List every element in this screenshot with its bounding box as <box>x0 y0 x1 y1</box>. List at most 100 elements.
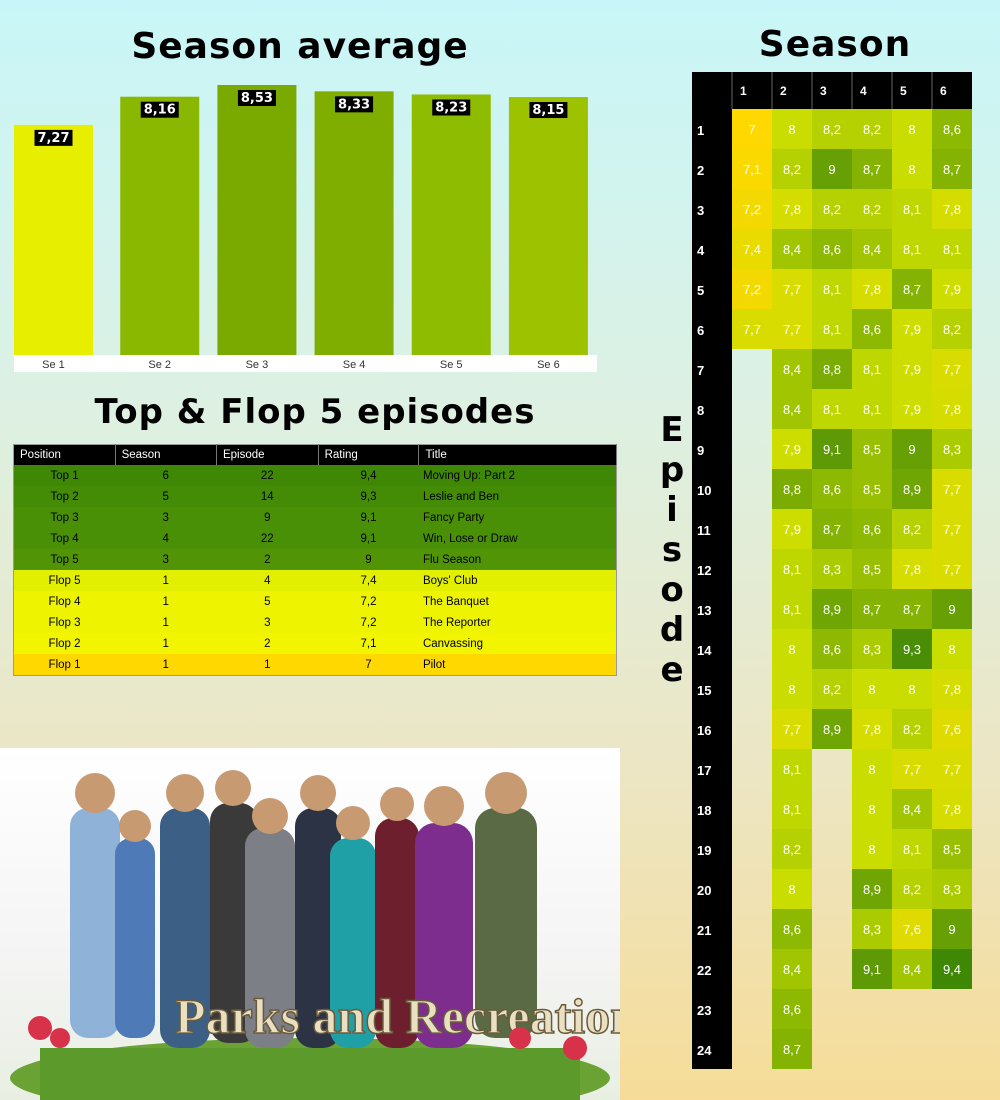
heatmap-cell-label: 8,6 <box>863 522 881 537</box>
heatmap-cell-label: 9,1 <box>823 442 841 457</box>
heatmap-cell <box>772 989 812 1029</box>
bar-value-label: 8,23 <box>435 100 467 115</box>
heatmap-cell <box>772 1029 812 1069</box>
episode-label: 23 <box>697 1003 711 1018</box>
heatmap-cell-label: 8,9 <box>903 482 921 497</box>
heatmap-cell <box>852 349 892 389</box>
cell-position: Top 5 <box>50 553 79 566</box>
heatmap-cell <box>812 709 852 749</box>
heatmap-cell <box>772 389 812 429</box>
heatmap-cell-label: 8,2 <box>823 202 841 217</box>
heatmap-cell-label: 8,6 <box>943 122 961 137</box>
heatmap-cell <box>892 869 932 909</box>
heatmap-cell <box>932 149 972 189</box>
cell-title: Win, Lose or Draw <box>422 532 518 545</box>
cell-position: Flop 1 <box>48 658 81 671</box>
heatmap-cell-label: 7,8 <box>903 562 921 577</box>
heatmap-cell <box>772 589 812 629</box>
heatmap-cell <box>732 189 772 229</box>
bar-label-background <box>34 129 73 146</box>
heatmap-cell-label: 8 <box>868 842 875 857</box>
heatmap-cell-label: 9 <box>948 602 955 617</box>
heatmap-cell <box>892 789 932 829</box>
season-header: 4 <box>860 84 867 98</box>
bar <box>14 124 93 355</box>
cell-position: Top 3 <box>50 511 79 524</box>
heatmap-cell-label: 7,2 <box>743 282 761 297</box>
x-tick-label: Se 4 <box>343 359 366 371</box>
cell-position: Top 4 <box>50 532 79 545</box>
heatmap-cell-label: 8,2 <box>783 842 801 857</box>
heatmap-cell <box>892 909 932 949</box>
episode-axis-letter: i <box>666 490 678 530</box>
episode-axis-letter: E <box>660 410 684 450</box>
episode-label-column <box>692 109 732 1069</box>
cell-episode: 14 <box>260 490 274 503</box>
table-row: Top 2 5 14 9,3 Leslie and Ben <box>13 486 617 507</box>
cell-position: Flop 2 <box>48 637 81 650</box>
heatmap-cell <box>892 749 932 789</box>
heatmap-cell-label: 8,6 <box>823 482 841 497</box>
heatmap-cell <box>852 629 892 669</box>
heatmap-cell-label: 8,4 <box>783 962 801 977</box>
heatmap-cell <box>932 869 972 909</box>
table-row: Top 1 6 22 9,4 Moving Up: Part 2 <box>13 465 617 486</box>
heatmap-cell <box>852 429 892 469</box>
heatmap-cell-label: 8,4 <box>903 802 921 817</box>
heatmap-cell <box>812 389 852 429</box>
heatmap-cell-label: 8,7 <box>903 282 921 297</box>
heatmap-cell-label: 8,2 <box>783 162 801 177</box>
heatmap-cell-label: 7,8 <box>863 722 881 737</box>
heatmap-cell <box>812 549 852 589</box>
cell-season: 1 <box>162 637 169 650</box>
cell-position: Flop 4 <box>48 595 81 608</box>
heatmap-cell-label: 8,4 <box>903 962 921 977</box>
heatmap-cell-label: 7,9 <box>903 322 921 337</box>
cell-title: Flu Season <box>422 553 482 566</box>
heatmap-cell <box>852 909 892 949</box>
cell-episode: 4 <box>264 574 271 587</box>
season-header: 3 <box>820 84 827 98</box>
heatmap-cell <box>852 149 892 189</box>
bar <box>314 91 394 355</box>
heatmap-cell <box>812 589 852 629</box>
heatmap-cell <box>892 669 932 709</box>
episode-label: 22 <box>697 963 711 978</box>
cell-episode: 22 <box>260 532 274 545</box>
heatmap-cell <box>772 549 812 589</box>
heatmap-cell <box>852 789 892 829</box>
heatmap-cell <box>732 229 772 269</box>
cell-rating: 9,1 <box>360 511 377 524</box>
heatmap-cell <box>772 669 812 709</box>
cell-season: 6 <box>162 469 169 482</box>
top-flop-title: Top & Flop 5 episodes <box>94 392 536 432</box>
heatmap-cell-label: 7,4 <box>743 242 761 257</box>
heatmap-cell-label: 8,2 <box>943 322 961 337</box>
episode-axis-letter: o <box>660 570 684 610</box>
cell-rating: 7,2 <box>360 595 377 608</box>
cell-episode: 2 <box>264 553 271 566</box>
heatmap-cell <box>852 469 892 509</box>
heatmap-cell-label: 8,2 <box>863 122 881 137</box>
cast-illustration: Parks and Recreation <box>10 770 620 1100</box>
heatmap-cell <box>732 269 772 309</box>
heatmap-cell-label: 7,2 <box>743 202 761 217</box>
heatmap-cell-label: 9,3 <box>903 642 921 657</box>
cell-rating: 9 <box>365 553 372 566</box>
bar-chart-title: Season average <box>131 26 469 67</box>
cell-season: 3 <box>162 553 169 566</box>
heatmap-cell <box>932 309 972 349</box>
episode-label: 24 <box>697 1043 712 1058</box>
heatmap-cell-label: 7,8 <box>783 202 801 217</box>
heatmap-cell <box>892 229 932 269</box>
cell-episode: 5 <box>264 595 271 608</box>
heatmap-cell-label: 8,1 <box>943 242 961 257</box>
heatmap-cell <box>772 349 812 389</box>
episode-rating-heatmap: 1 2 3 4 5 61234567891011121314151617181920212… <box>692 72 972 1069</box>
bar <box>508 97 588 355</box>
heatmap-cell-label: 8,6 <box>823 642 841 657</box>
heatmap-cell-label: 8,7 <box>943 162 961 177</box>
heatmap-cell <box>852 309 892 349</box>
heatmap-cell <box>932 269 972 309</box>
heatmap-cell-label: 8,2 <box>903 882 921 897</box>
